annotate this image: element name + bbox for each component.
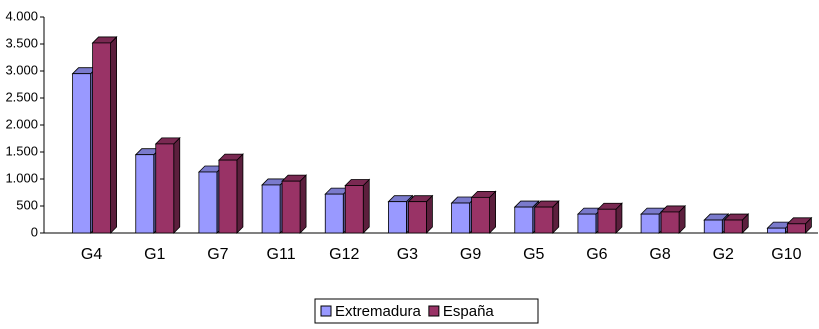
- bar-front: [514, 206, 534, 234]
- legend-swatch: [428, 305, 440, 317]
- bar-front: [281, 180, 301, 234]
- bar-front: [344, 185, 364, 234]
- y-tick-label: 3.500: [5, 35, 38, 50]
- bar: [596, 202, 623, 234]
- x-tick-label: G10: [771, 246, 801, 263]
- bar-side: [173, 136, 181, 234]
- legend-label: Extremadura: [335, 303, 422, 320]
- bar: [91, 35, 118, 234]
- y-tick-label: 3.000: [5, 62, 38, 77]
- y-tick-label: 500: [16, 197, 38, 212]
- x-tick-label: G7: [207, 246, 228, 263]
- bar-front: [408, 201, 427, 234]
- x-tick-label: G8: [649, 246, 670, 263]
- legend-label: España: [443, 303, 495, 320]
- bar: [660, 204, 687, 234]
- bar-front: [451, 202, 470, 234]
- bar-side: [299, 174, 307, 234]
- x-tick-label: G5: [523, 246, 544, 263]
- bar: [450, 196, 477, 234]
- bar-side: [362, 178, 370, 234]
- x-tick-label: G1: [144, 246, 165, 263]
- bar-front: [135, 154, 155, 234]
- bar: [723, 213, 750, 234]
- x-tick-label: G2: [713, 246, 734, 263]
- bar: [533, 200, 560, 234]
- x-tick-label: G3: [397, 246, 418, 263]
- bar-side: [110, 35, 117, 234]
- bar-front: [534, 206, 554, 234]
- bar-front: [324, 193, 344, 234]
- bar-front: [388, 201, 407, 234]
- bar-front: [218, 159, 238, 234]
- bar-front: [660, 211, 680, 234]
- bar: [217, 153, 244, 234]
- bar: [407, 194, 434, 234]
- bar-front: [155, 143, 175, 234]
- y-tick-label: 4.000: [5, 8, 38, 23]
- bar-front: [597, 208, 617, 234]
- legend-box: [314, 298, 539, 324]
- bar: [344, 178, 371, 234]
- y-tick-label: 0: [31, 224, 38, 239]
- bar-front: [577, 213, 597, 234]
- y-tick-label: 2.500: [5, 89, 38, 104]
- bar-front: [471, 196, 490, 234]
- bar-front: [723, 219, 743, 234]
- bar-front: [703, 219, 723, 234]
- bar: [281, 174, 308, 234]
- x-tick-label: G4: [81, 246, 102, 263]
- bar: [470, 190, 497, 234]
- y-tick-label: 1.000: [5, 170, 38, 185]
- bar: [154, 136, 181, 234]
- bar-side: [236, 153, 244, 234]
- bar-front: [92, 42, 111, 234]
- bar-front: [640, 213, 660, 234]
- bar-side: [489, 190, 496, 234]
- bar-front: [767, 227, 786, 234]
- bar: [786, 216, 813, 234]
- x-tick-label: G12: [329, 246, 359, 263]
- x-tick-label: G9: [460, 246, 481, 263]
- bar-front: [261, 184, 281, 234]
- bar-front: [198, 171, 218, 234]
- bar-front: [72, 73, 91, 234]
- bar-front: [787, 223, 806, 234]
- x-tick-label: G6: [586, 246, 607, 263]
- y-tick-label: 2.000: [5, 116, 38, 131]
- x-tick-label: G11: [267, 246, 296, 263]
- legend-swatch: [320, 305, 332, 317]
- y-tick-label: 1.500: [5, 143, 38, 158]
